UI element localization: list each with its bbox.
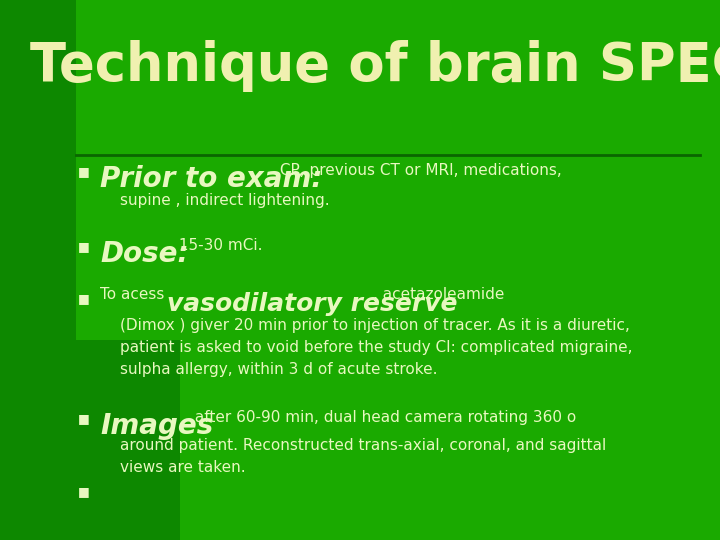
- Text: Dose:: Dose:: [100, 240, 189, 268]
- Text: patient is asked to void before the study CI: complicated migraine,: patient is asked to void before the stud…: [120, 340, 632, 355]
- Text: 15-30 mCi.: 15-30 mCi.: [174, 238, 263, 253]
- Text: ■: ■: [78, 240, 90, 253]
- Text: ■: ■: [78, 165, 90, 178]
- Text: supine , indirect lightening.: supine , indirect lightening.: [120, 193, 330, 208]
- Text: Technique of brain SPECT: Technique of brain SPECT: [30, 40, 720, 92]
- Text: (Dimox ) giver 20 min prior to injection of tracer. As it is a diuretic,: (Dimox ) giver 20 min prior to injection…: [120, 318, 630, 333]
- Text: vasodilatory reserve: vasodilatory reserve: [167, 292, 457, 316]
- Text: Images: Images: [100, 412, 213, 440]
- Text: views are taken.: views are taken.: [120, 460, 246, 475]
- Text: ■: ■: [78, 485, 90, 498]
- Text: To acess: To acess: [100, 287, 169, 302]
- Bar: [0, 340, 180, 540]
- Text: sulpha allergy, within 3 d of acute stroke.: sulpha allergy, within 3 d of acute stro…: [120, 362, 438, 377]
- Text: after 60-90 min, dual head camera rotating 360 o: after 60-90 min, dual head camera rotati…: [190, 410, 576, 425]
- Text: ■: ■: [78, 292, 90, 305]
- Text: , acetazoleamide: , acetazoleamide: [373, 287, 505, 302]
- Text: Prior to exam:: Prior to exam:: [100, 165, 323, 193]
- Text: ■: ■: [78, 412, 90, 425]
- Bar: [0, 0, 76, 540]
- Text: around patient. Reconstructed trans-axial, coronal, and sagittal: around patient. Reconstructed trans-axia…: [120, 438, 606, 453]
- Text: CP, previous CT or MRI, medications,: CP, previous CT or MRI, medications,: [275, 163, 562, 178]
